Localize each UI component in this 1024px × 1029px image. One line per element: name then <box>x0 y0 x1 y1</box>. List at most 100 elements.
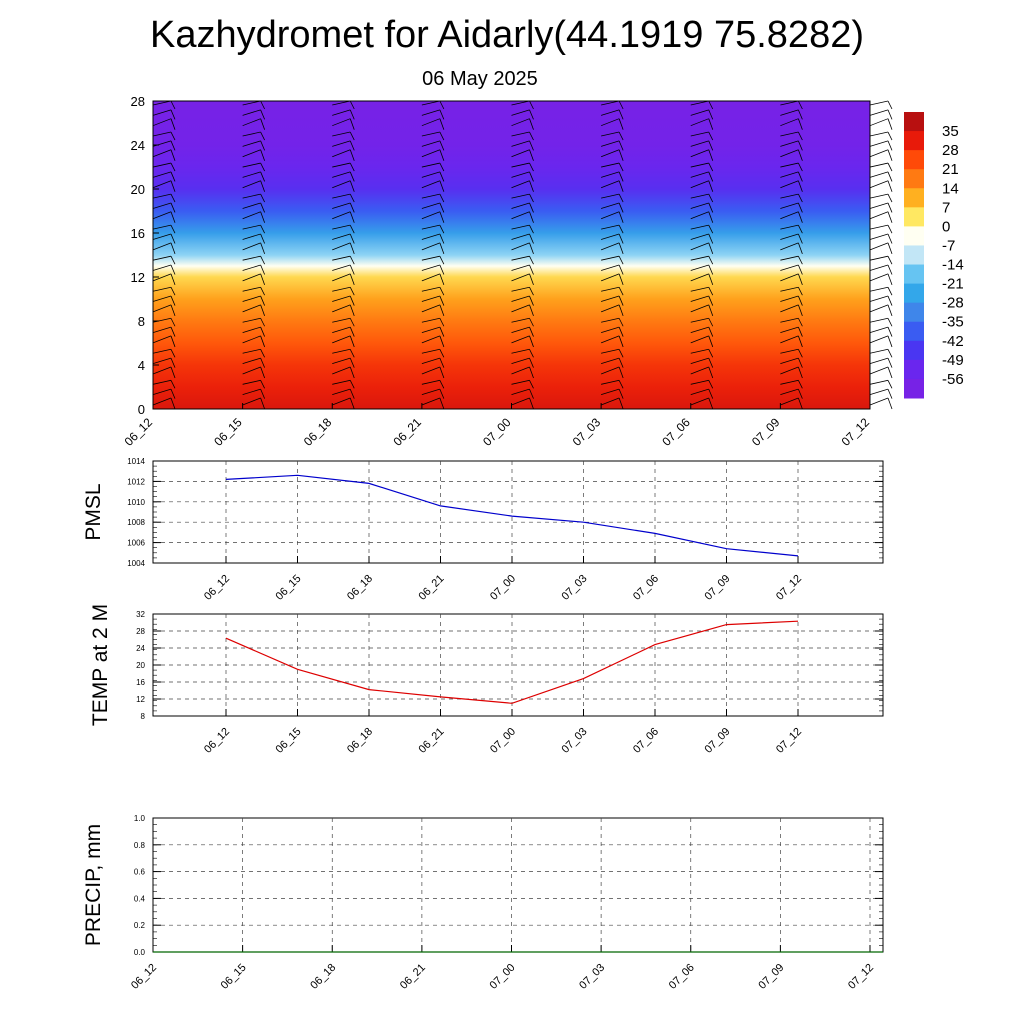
wind-barb-flag <box>887 287 893 296</box>
wind-barb <box>242 397 261 406</box>
wind-barb-flag <box>439 118 445 130</box>
wind-barb <box>601 348 620 354</box>
wind-barb <box>332 100 351 106</box>
wind-barb <box>780 326 799 333</box>
wind-barb-flag <box>439 255 445 265</box>
wind-barb <box>780 224 799 230</box>
wind-barb <box>690 335 709 344</box>
x-tick-label: 07_00 <box>488 573 518 603</box>
wind-barb <box>601 162 620 168</box>
wind-barb <box>421 180 441 189</box>
y-tick-label: 1008 <box>127 518 145 527</box>
wind-barb-flag <box>887 380 893 389</box>
y-tick-label: 4 <box>138 358 145 373</box>
wind-barb-flag <box>170 171 176 182</box>
wind-barb-flag <box>618 242 624 254</box>
wind-barb <box>332 162 351 168</box>
y-tick-label: 24 <box>136 644 145 653</box>
wind-barb-flag <box>798 318 803 327</box>
wind-barb-flag <box>708 380 714 389</box>
wind-barb <box>690 242 709 251</box>
wind-barb-flag <box>708 326 714 337</box>
wind-barb <box>600 273 620 282</box>
wind-barb <box>780 286 799 292</box>
wind-barb <box>242 366 261 375</box>
wind-barb-flag <box>708 357 714 368</box>
wind-barb <box>600 149 620 158</box>
wind-barb <box>600 242 620 251</box>
wind-barb <box>152 357 172 365</box>
wind-barb <box>601 357 620 365</box>
x-tick-label: 07_12 <box>839 415 873 449</box>
wind-barb-flag <box>708 397 714 410</box>
y-tick-label: 1004 <box>127 559 145 568</box>
wind-barb <box>690 264 709 271</box>
wind-barb-flag <box>529 193 534 203</box>
wind-barb <box>152 211 172 220</box>
wind-barb <box>421 264 440 271</box>
wind-barb-flag <box>260 140 265 151</box>
wind-barb-flag <box>887 149 893 161</box>
wind-barb <box>511 233 530 240</box>
wind-barb <box>869 100 889 106</box>
y-tick-label: 1014 <box>127 457 145 466</box>
wind-barb <box>869 109 889 116</box>
wind-barb-flag <box>798 349 803 358</box>
y-tick-label: 0.0 <box>134 948 146 957</box>
y-tick-label: 0.6 <box>134 868 146 877</box>
wind-barb-flag <box>170 380 176 389</box>
wind-barb-flag <box>708 109 714 120</box>
wind-barb-flag <box>887 335 893 348</box>
wind-barb <box>869 264 889 271</box>
wind-barb-flag <box>170 397 176 410</box>
x-tick-label: 07_03 <box>560 726 590 756</box>
wind-barb-flag <box>170 233 176 244</box>
wind-barb <box>869 131 889 137</box>
wind-barb <box>600 118 620 127</box>
wind-barb <box>601 233 620 240</box>
wind-barb-flag <box>798 264 803 275</box>
x-tick-label: 07_09 <box>703 726 733 756</box>
wind-barb <box>780 180 799 189</box>
wind-barb <box>690 233 709 240</box>
wind-barb-flag <box>349 242 355 254</box>
y-tick-label: 20 <box>131 182 145 197</box>
wind-barb <box>690 304 709 313</box>
wind-barb-flag <box>349 180 355 192</box>
wind-barb <box>332 348 351 354</box>
wind-barb-flag <box>708 318 714 327</box>
wind-barb-flag <box>618 131 624 141</box>
wind-barb <box>690 118 709 127</box>
wind-barb <box>511 264 530 271</box>
wind-barb-flag <box>708 255 714 265</box>
wind-barb <box>511 388 530 396</box>
wind-barb <box>780 379 799 385</box>
wind-barb <box>511 357 530 365</box>
wind-barb-flag <box>349 397 355 410</box>
wind-barb <box>601 171 620 178</box>
wind-barb <box>242 118 261 127</box>
wind-barb-flag <box>349 264 355 275</box>
wind-barb <box>332 202 351 209</box>
wind-barb <box>332 397 351 406</box>
wind-barb <box>152 335 172 344</box>
wind-barb-flag <box>260 202 265 213</box>
wind-barb <box>242 335 261 344</box>
wind-barb-flag <box>260 118 266 130</box>
wind-barb <box>242 193 261 199</box>
wind-barb-flag <box>349 149 355 161</box>
wind-barb <box>690 211 709 220</box>
wind-barb-flag <box>260 100 265 110</box>
wind-barb-flag <box>439 100 445 110</box>
wind-barb <box>869 118 889 127</box>
wind-barb-flag <box>887 140 893 151</box>
wind-barb <box>511 335 530 344</box>
x-tick-label: 06_18 <box>345 573 375 603</box>
wind-barb-flag <box>618 326 624 337</box>
wind-barb <box>421 366 441 375</box>
wind-barb <box>600 304 620 313</box>
wind-barb-flag <box>708 162 714 172</box>
wind-barb-flag <box>439 287 445 296</box>
wind-barb-flag <box>797 180 803 192</box>
colorbar-bin <box>904 283 924 304</box>
